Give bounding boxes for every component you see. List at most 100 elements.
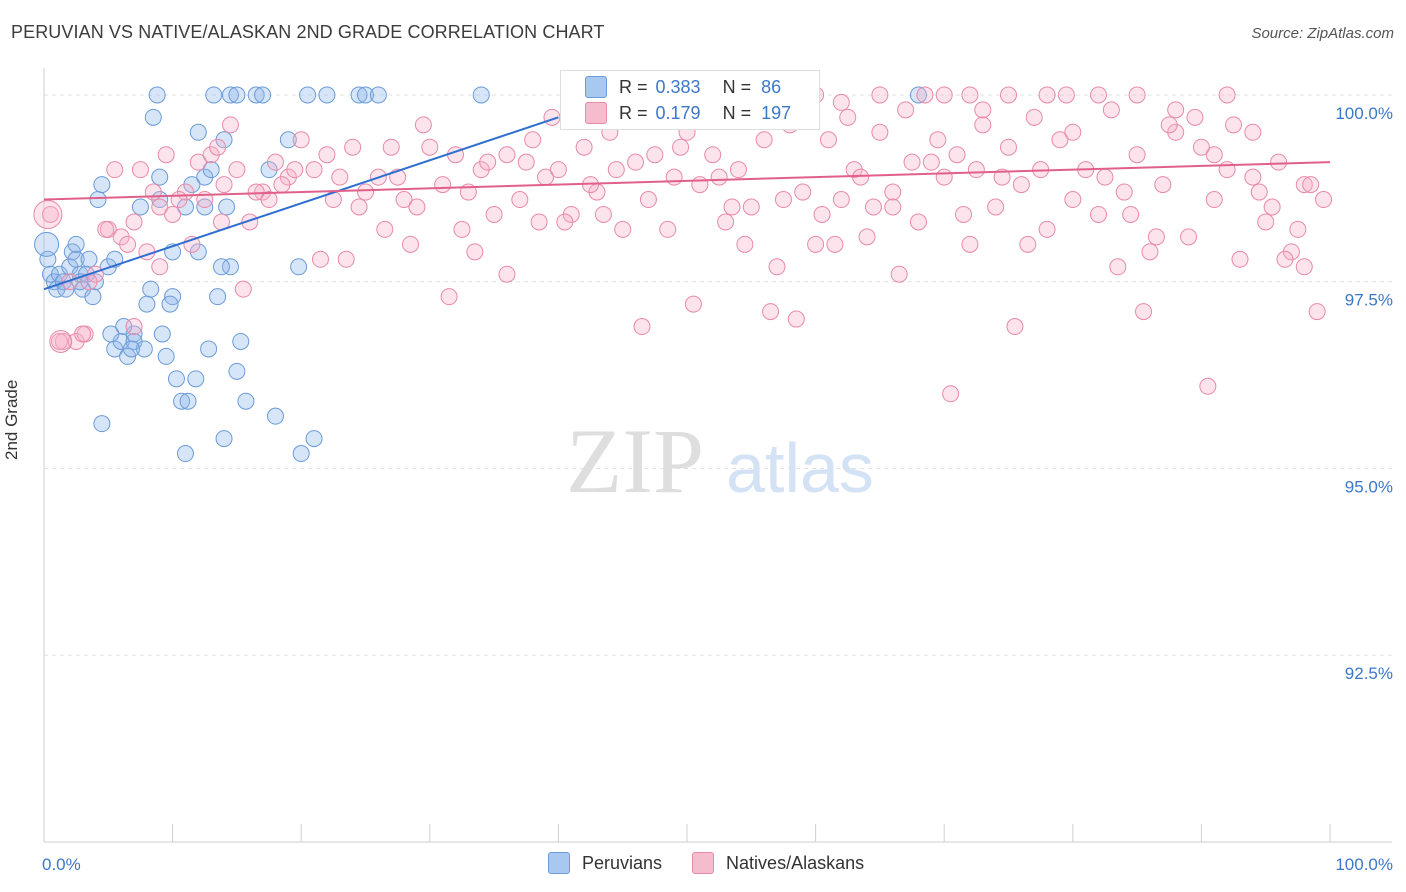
native-point [1115, 183, 1133, 201]
native-point [209, 138, 227, 156]
native-point [414, 116, 432, 134]
native-point [1218, 86, 1236, 104]
native-point [768, 258, 786, 276]
native-point [607, 161, 625, 179]
peruvian-point [202, 161, 220, 179]
native-point [774, 191, 792, 209]
native-point [942, 385, 960, 403]
native-point [819, 131, 837, 149]
peruvian-point [131, 198, 149, 216]
native-trendline [43, 161, 1331, 201]
native-point [1295, 176, 1313, 194]
native-point [871, 123, 889, 141]
native-point [858, 228, 876, 246]
native-point [556, 213, 574, 231]
native-point [1192, 138, 1210, 156]
native-point [1128, 86, 1146, 104]
peruvian-point [472, 86, 490, 104]
native-point [1128, 146, 1146, 164]
native-point [125, 318, 143, 336]
native-point [144, 183, 162, 201]
native-point [1225, 116, 1243, 134]
native-point [453, 220, 471, 238]
series-legend: Peruvians Natives/Alaskans [548, 852, 894, 874]
legend-swatch-natives [585, 102, 607, 124]
peruvian-point [93, 176, 111, 194]
peruvian-point [237, 392, 255, 410]
native-point [659, 220, 677, 238]
peruvian-point [247, 86, 265, 104]
native-point [434, 176, 452, 194]
native-point [1019, 235, 1037, 253]
peruvian-point [212, 258, 230, 276]
peruvian-point [350, 86, 368, 104]
native-point [511, 191, 529, 209]
native-point [871, 86, 889, 104]
peruvian-point [215, 430, 233, 448]
tick-label-layer: 92.5% 95.0% 97.5% 100.0% 0.0% 100.0% [42, 104, 1393, 874]
legend-item-peruvians[interactable]: Peruvians [548, 852, 662, 874]
native-point [646, 146, 664, 164]
native-point [922, 153, 940, 171]
native-point [266, 153, 284, 171]
legend-swatch-peruvians [548, 852, 570, 874]
native-point [813, 205, 831, 223]
peruvian-point [254, 86, 272, 104]
native-point [1051, 131, 1069, 149]
native-point [61, 273, 79, 291]
peruvian-point [221, 86, 239, 104]
native-point [170, 191, 188, 209]
x-tick-label: 100.0% [1335, 855, 1393, 874]
native-point [1109, 258, 1127, 276]
native-point [1057, 86, 1075, 104]
native-point [286, 161, 304, 179]
native-point [723, 198, 741, 216]
legend-item-natives[interactable]: Natives/Alaskans [692, 852, 864, 874]
legend-n-value-peruvians: 86 [761, 76, 782, 97]
peruvian-point [187, 370, 205, 388]
peruvian-point [93, 415, 111, 433]
peruvian-point [34, 231, 60, 257]
native-point [402, 235, 420, 253]
native-point [890, 265, 908, 283]
native-point [106, 161, 124, 179]
native-point [350, 198, 368, 216]
native-point [1064, 191, 1082, 209]
peruvian-point [196, 198, 214, 216]
native-point [672, 138, 690, 156]
peruvian-point [80, 250, 98, 268]
native-point [755, 131, 773, 149]
native-point [639, 191, 657, 209]
native-point [440, 288, 458, 306]
native-point [157, 146, 175, 164]
native-point [1090, 86, 1108, 104]
peruvian-point [173, 392, 191, 410]
native-point [1160, 116, 1178, 134]
native-point [1096, 168, 1114, 186]
native-point [826, 235, 844, 253]
native-point [974, 116, 992, 134]
native-point [1038, 220, 1056, 238]
native-point [498, 265, 516, 283]
correlation-legend: R = 0.383 N = 86 R = 0.179 N = 197 [560, 70, 820, 130]
legend-r-value-natives: 0.179 [655, 102, 701, 123]
native-point [974, 101, 992, 119]
native-point [1263, 198, 1281, 216]
native-point [807, 235, 825, 253]
native-point [852, 168, 870, 186]
legend-r-value-peruvians: 0.383 [655, 76, 701, 97]
native-point [1025, 108, 1043, 126]
native-point [50, 332, 68, 350]
native-point [665, 168, 683, 186]
native-point [903, 153, 921, 171]
native-point [633, 318, 651, 336]
native-point [884, 198, 902, 216]
native-point [864, 198, 882, 216]
native-point [498, 146, 516, 164]
native-point [228, 161, 246, 179]
native-point [1270, 153, 1288, 171]
native-point [1000, 138, 1017, 156]
legend-r-label: R = [619, 76, 648, 97]
y-tick-label: 100.0% [1335, 104, 1393, 123]
